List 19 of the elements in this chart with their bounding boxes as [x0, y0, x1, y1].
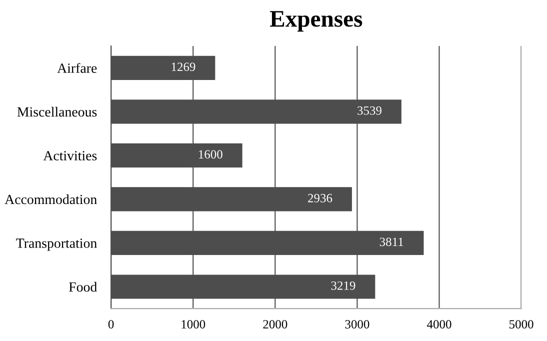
y-tick-label: Activities [43, 151, 97, 160]
data-label: 1600 [198, 150, 222, 159]
data-label: 3219 [331, 281, 356, 290]
x-tick-label: 4000 [426, 320, 452, 329]
x-tick-label: 0 [108, 320, 114, 329]
y-tick-label: Food [68, 282, 97, 292]
x-tick-label: 1000 [182, 320, 206, 329]
y-tick-label: Transportation [16, 238, 97, 251]
data-label: 3539 [358, 106, 382, 115]
data-label: 2936 [308, 194, 332, 202]
data-label: 3811 [380, 238, 404, 246]
data-label: 1269 [172, 62, 196, 72]
chart-title: Expenses [270, 11, 362, 32]
y-tick-label: Airfare [57, 62, 97, 73]
x-tick-label: 2000 [263, 320, 288, 329]
y-tick-label: Miscellaneous [17, 106, 97, 117]
x-tick-label: 3000 [345, 320, 370, 329]
y-tick-label: Accommodation [4, 194, 97, 204]
x-tick-label: 5000 [510, 320, 534, 329]
